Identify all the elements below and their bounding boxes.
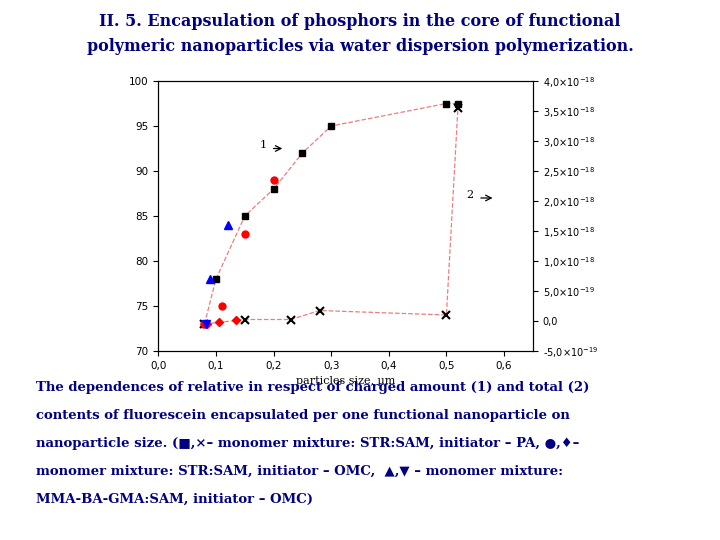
Text: contents of fluorescein encapsulated per one functional nanoparticle on: contents of fluorescein encapsulated per… (36, 409, 570, 422)
X-axis label: particles size, μm: particles size, μm (296, 376, 395, 386)
Text: 1: 1 (259, 140, 266, 151)
Text: II. 5. Encapsulation of phosphors in the core of functional: II. 5. Encapsulation of phosphors in the… (99, 14, 621, 30)
Text: MMA-BA-GMA:SAM, initiator – OMC): MMA-BA-GMA:SAM, initiator – OMC) (36, 493, 313, 506)
Text: The dependences of relative in respect of charged amount (1) and total (2): The dependences of relative in respect o… (36, 381, 590, 394)
Text: nanoparticle size. (■,×– monomer mixture: STR:SAM, initiator – PA, ●,♦–: nanoparticle size. (■,×– monomer mixture… (36, 437, 580, 450)
Text: monomer mixture: STR:SAM, initiator – OMC,  ▲,▼ – monomer mixture:: monomer mixture: STR:SAM, initiator – OM… (36, 465, 563, 478)
Text: 2: 2 (467, 190, 474, 200)
Text: polymeric nanoparticles via water dispersion polymerization.: polymeric nanoparticles via water disper… (86, 38, 634, 55)
